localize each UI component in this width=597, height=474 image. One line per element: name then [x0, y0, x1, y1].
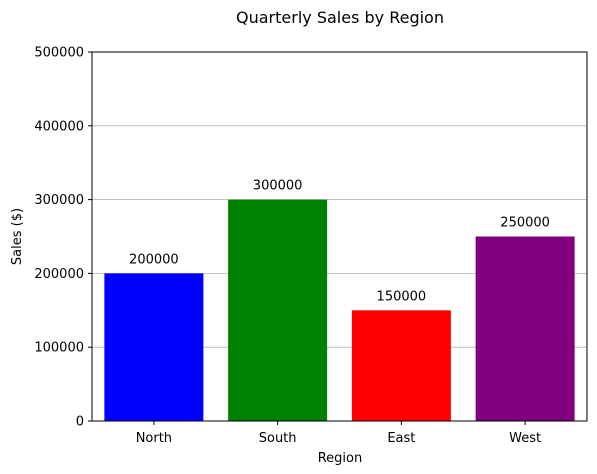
- x-tick-label: West: [509, 431, 541, 446]
- chart-title: Quarterly Sales by Region: [236, 8, 444, 27]
- bars: [104, 199, 575, 421]
- bar-west: [475, 236, 575, 421]
- x-tick-label: East: [387, 431, 415, 446]
- bar-east: [351, 310, 451, 421]
- x-tick-label: North: [136, 431, 172, 446]
- x-tick-label: South: [259, 431, 297, 446]
- y-tick-label: 300000: [34, 193, 84, 208]
- bar-north: [104, 273, 204, 421]
- bar-south: [228, 199, 328, 421]
- y-axis-ticks: 0 100000 200000 300000 400000 500000: [34, 46, 92, 430]
- y-tick-label: 100000: [34, 341, 84, 356]
- x-axis-ticks: North South East West: [136, 421, 541, 446]
- y-tick-label: 0: [76, 415, 84, 430]
- plot-frame: [91, 51, 588, 422]
- y-axis-label: Sales ($): [10, 208, 25, 265]
- data-label: 300000: [253, 179, 303, 194]
- y-tick-label: 200000: [34, 267, 84, 282]
- data-label: 250000: [500, 216, 550, 231]
- y-tick-label: 400000: [34, 119, 84, 134]
- data-label: 150000: [377, 289, 427, 304]
- data-label: 200000: [129, 252, 179, 267]
- x-axis-label: Region: [318, 451, 363, 466]
- data-labels: 200000 300000 150000 250000: [129, 179, 550, 305]
- y-tick-label: 500000: [34, 46, 84, 61]
